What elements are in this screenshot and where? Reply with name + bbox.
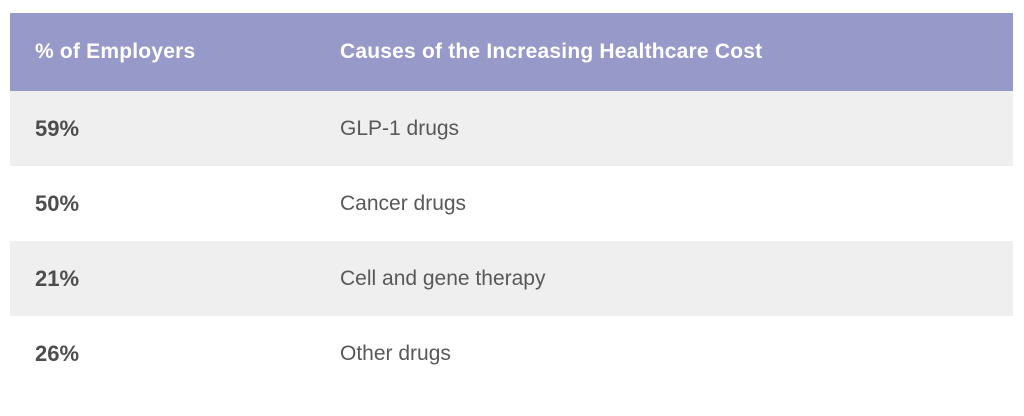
cell-percent: 21% (35, 265, 80, 291)
cell-cause: Cancer drugs (340, 191, 467, 215)
table-row: 50% Cancer drugs (10, 166, 1013, 241)
header-cell-causes: Causes of the Increasing Healthcare Cost (340, 40, 763, 63)
healthcare-cost-table: % of Employers Causes of the Increasing … (10, 13, 1013, 391)
cell-percent: 59% (35, 115, 80, 141)
cell-percent: 26% (35, 340, 80, 366)
header-cell-percent-of-employers: % of Employers (35, 40, 196, 63)
table-header-row: % of Employers Causes of the Increasing … (10, 13, 1013, 91)
cell-cause: GLP-1 drugs (340, 116, 460, 140)
cell-percent: 50% (35, 190, 80, 216)
table-row: 59% GLP-1 drugs (10, 91, 1013, 166)
cell-cause: Other drugs (340, 341, 451, 365)
table-row: 21% Cell and gene therapy (10, 241, 1013, 316)
cell-cause: Cell and gene therapy (340, 266, 546, 290)
table-row: 26% Other drugs (10, 316, 1013, 391)
